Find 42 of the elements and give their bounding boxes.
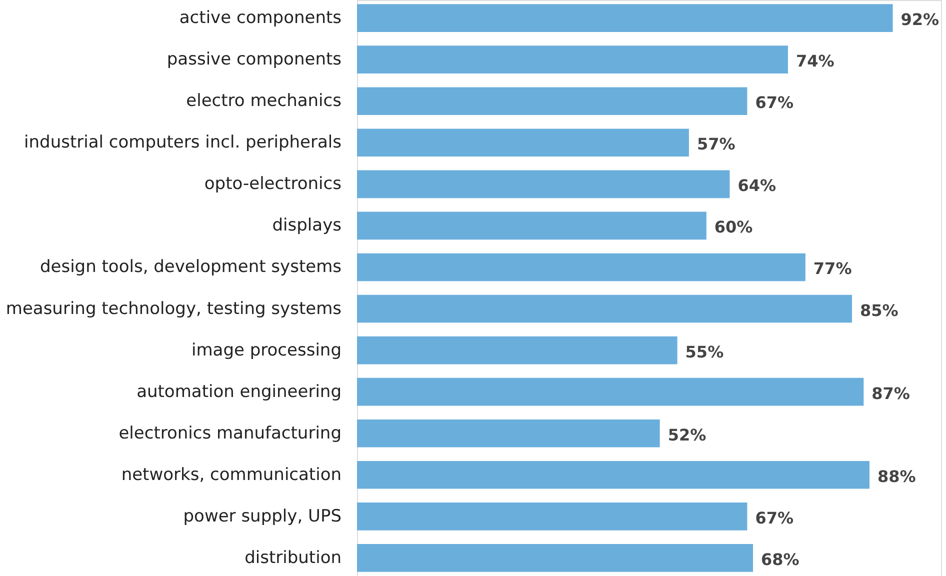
bar	[357, 128, 689, 157]
data-label: 92%	[900, 10, 940, 30]
data-label: 88%	[877, 466, 916, 486]
y-tick-label: image processing	[192, 340, 342, 360]
bar	[357, 460, 870, 489]
y-tick-label: electronics manufacturing	[118, 423, 342, 444]
data-label: 85%	[860, 300, 898, 320]
data-label: 52%	[668, 425, 706, 444]
data-label: 57%	[696, 134, 736, 154]
bar	[357, 87, 748, 116]
y-tick-label: power supply, UPS	[183, 506, 342, 526]
bar	[357, 170, 730, 198]
data-label: 87%	[872, 384, 910, 403]
data-label: 77%	[813, 259, 852, 278]
data-label: 55%	[685, 342, 724, 362]
y-tick-label: passive components	[166, 50, 342, 70]
y-tick-label: active components	[179, 8, 342, 28]
data-label: 74%	[796, 52, 834, 71]
bar	[357, 544, 754, 572]
data-label: 68%	[761, 550, 800, 569]
data-label: 67%	[755, 93, 794, 112]
bar	[357, 378, 864, 406]
data-label: 64%	[738, 176, 776, 196]
y-tick-label: networks, communication	[121, 464, 342, 485]
data-label: 67%	[755, 508, 794, 528]
bar	[357, 502, 748, 530]
y-tick-label: distribution	[244, 548, 342, 568]
bar	[357, 4, 893, 32]
y-tick-label: measuring technology, testing systems	[6, 298, 342, 319]
data-label: 60%	[714, 218, 753, 237]
y-tick-label: automation engineering	[136, 382, 342, 402]
y-tick-label: opto-electronics	[204, 174, 342, 194]
y-tick-label: design tools, development systems	[40, 257, 342, 278]
bar	[357, 294, 852, 323]
y-tick-label: industrial computers incl. peripherals	[24, 132, 342, 153]
y-tick-label: displays	[272, 216, 342, 236]
bar	[357, 336, 678, 364]
bar	[357, 253, 806, 282]
bar	[357, 419, 660, 448]
y-tick-label: electro mechanics	[186, 91, 342, 112]
bar	[357, 46, 788, 74]
bar	[357, 212, 706, 240]
